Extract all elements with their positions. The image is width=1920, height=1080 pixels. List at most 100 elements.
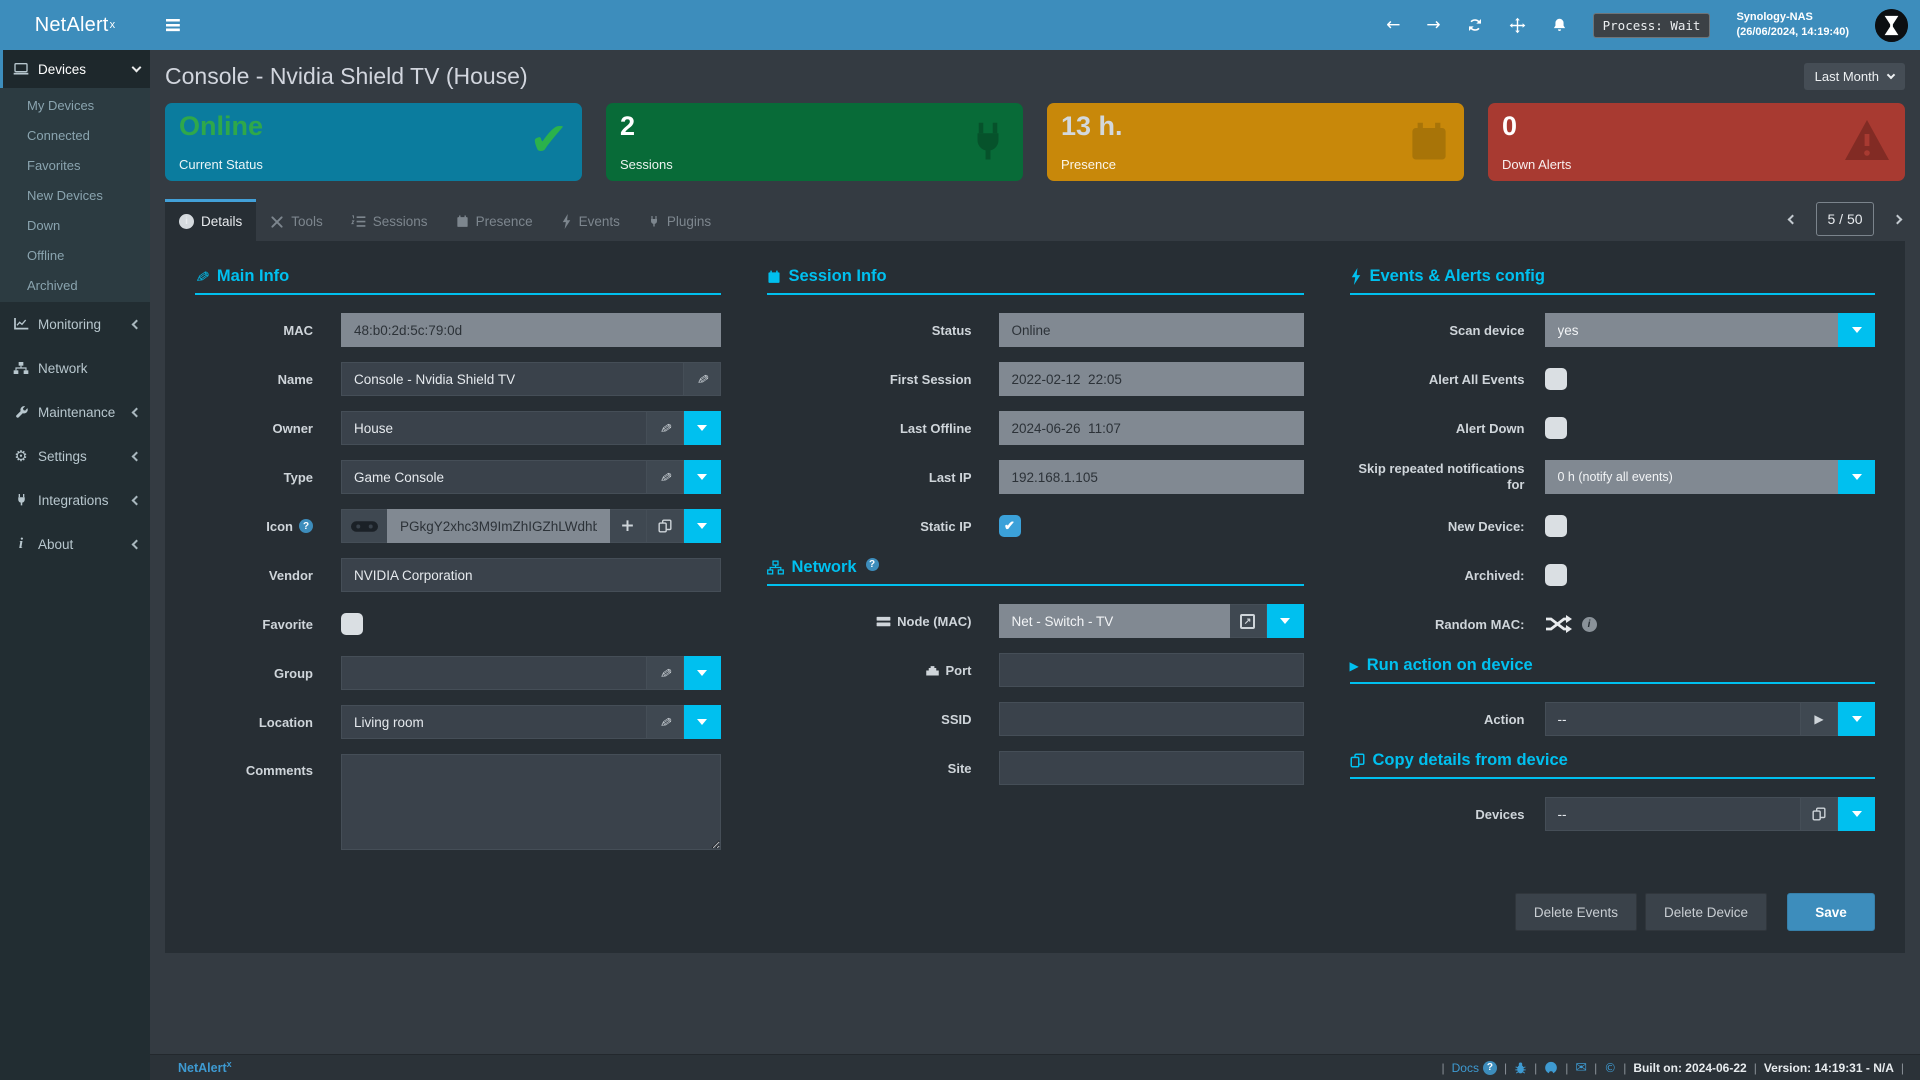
sidebar-item-monitoring[interactable]: Monitoring (0, 302, 150, 346)
card-value: Online (179, 111, 264, 141)
sidebar-item-devices[interactable]: Devices (0, 50, 150, 88)
location-input[interactable] (341, 705, 647, 739)
plug-icon (967, 119, 1009, 165)
owner-input[interactable] (341, 411, 647, 445)
section-title-text: Events & Alerts config (1369, 267, 1545, 285)
last-ip-row: Last IP (767, 460, 1304, 494)
forward-arrow-icon[interactable] (1426, 15, 1440, 35)
edit-type-button[interactable] (646, 460, 684, 494)
open-node-button[interactable] (1229, 604, 1267, 638)
group-input[interactable] (341, 656, 647, 690)
copy-from-device-button[interactable] (1801, 797, 1838, 831)
help-question-icon[interactable] (865, 558, 879, 571)
archived-checkbox[interactable] (1544, 564, 1567, 586)
sidebar-item-offline[interactable]: Offline (0, 240, 150, 270)
sidebar-item-settings[interactable]: Settings (0, 434, 150, 478)
delete-events-button[interactable]: Delete Events (1514, 893, 1637, 931)
ssid-input[interactable] (998, 702, 1304, 736)
app-logo[interactable]: NetAlert x (0, 0, 150, 50)
comments-textarea[interactable] (341, 754, 721, 850)
help-question-icon[interactable] (299, 519, 313, 533)
tab-sessions[interactable]: Sessions (337, 199, 442, 241)
alert-all-events-checkbox[interactable] (1544, 368, 1567, 390)
info-circle-icon[interactable] (1581, 616, 1597, 632)
static-ip-label: Static IP (920, 518, 972, 534)
chart-icon (12, 317, 30, 331)
period-select[interactable]: Last Month (1803, 63, 1905, 90)
action-dropdown-button[interactable] (1838, 702, 1875, 736)
group-dropdown-button[interactable] (683, 656, 721, 690)
sidebar-item-my-devices[interactable]: My Devices (0, 90, 150, 120)
bug-report-icon[interactable] (1514, 1061, 1527, 1075)
static-ip-checkbox[interactable] (998, 515, 1021, 537)
device-pagination: 5 / 50 (1785, 202, 1905, 241)
tab-plugins[interactable]: Plugins (634, 199, 725, 241)
mail-icon[interactable] (1575, 1060, 1587, 1076)
edit-group-button[interactable] (646, 656, 684, 690)
sidebar-item-integrations[interactable]: Integrations (0, 478, 150, 522)
edit-name-button[interactable] (683, 362, 721, 396)
copy-icon-button[interactable] (646, 509, 684, 543)
sidebar-item-favorites[interactable]: Favorites (0, 150, 150, 180)
scan-device-select[interactable] (1544, 313, 1838, 347)
sidebar-item-network[interactable]: Network (0, 346, 150, 390)
card-label: Down Alerts (1502, 157, 1572, 172)
sidebar-item-maintenance[interactable]: Maintenance (0, 390, 150, 434)
process-status-badge[interactable]: Process: Wait (1592, 12, 1711, 38)
site-input[interactable] (998, 751, 1304, 785)
delete-device-button[interactable]: Delete Device (1644, 893, 1767, 931)
new-device-checkbox[interactable] (1544, 515, 1567, 537)
main-info-section: Main Info MAC Name Owner (195, 267, 721, 865)
name-input[interactable] (341, 362, 684, 396)
back-arrow-icon[interactable] (1386, 15, 1400, 35)
location-dropdown-button[interactable] (683, 705, 721, 739)
sidebar-item-about[interactable]: i About (0, 522, 150, 566)
sidebar-item-new-devices[interactable]: New Devices (0, 180, 150, 210)
docs-link[interactable]: Docs (1452, 1060, 1497, 1075)
caret-down-icon (1851, 811, 1862, 817)
scan-device-dropdown-button[interactable] (1838, 313, 1875, 347)
run-action-button[interactable] (1801, 702, 1838, 736)
type-dropdown-button[interactable] (683, 460, 721, 494)
vendor-input[interactable] (341, 558, 721, 592)
bell-icon[interactable] (1552, 17, 1567, 33)
sidebar-item-archived[interactable]: Archived (0, 270, 150, 300)
github-icon[interactable] (1544, 1061, 1558, 1075)
skip-notifications-dropdown-button[interactable] (1838, 460, 1875, 494)
type-row: Type (195, 460, 721, 494)
caret-down-icon (697, 474, 707, 480)
move-arrows-icon[interactable] (1509, 17, 1526, 34)
edit-location-button[interactable] (646, 705, 684, 739)
sidebar-item-down[interactable]: Down (0, 210, 150, 240)
tab-tools[interactable]: Tools (256, 199, 337, 241)
submenu-label: Offline (27, 247, 65, 263)
port-input[interactable] (998, 653, 1304, 687)
next-device-button[interactable] (1890, 212, 1905, 227)
node-dropdown-button[interactable] (1266, 604, 1304, 638)
refresh-icon[interactable] (1467, 17, 1483, 33)
action-select[interactable] (1544, 702, 1801, 736)
hamburger-menu-icon[interactable] (150, 0, 196, 50)
last-ip-input (998, 460, 1304, 494)
add-icon-button[interactable] (609, 509, 647, 543)
tab-details[interactable]: Details (165, 199, 257, 241)
user-avatar[interactable] (1875, 8, 1908, 42)
copy-devices-dropdown-button[interactable] (1838, 797, 1875, 831)
alert-down-checkbox[interactable] (1544, 417, 1567, 439)
copyright-icon[interactable] (1604, 1061, 1616, 1075)
node-select[interactable] (998, 604, 1230, 638)
save-button[interactable]: Save (1787, 893, 1875, 931)
tab-events[interactable]: Events (547, 199, 634, 241)
tab-presence[interactable]: Presence (442, 199, 547, 241)
type-input[interactable] (341, 460, 647, 494)
copy-devices-select[interactable] (1544, 797, 1801, 831)
skip-notifications-select[interactable] (1544, 460, 1838, 494)
footer-brand[interactable]: NetAlertx (178, 1059, 232, 1076)
prev-device-button[interactable] (1785, 212, 1800, 227)
owner-dropdown-button[interactable] (683, 411, 721, 445)
favorite-checkbox[interactable] (341, 613, 363, 635)
bolt-icon (1350, 268, 1362, 285)
edit-owner-button[interactable] (646, 411, 684, 445)
sidebar-item-connected[interactable]: Connected (0, 120, 150, 150)
icon-dropdown-button[interactable] (683, 509, 721, 543)
